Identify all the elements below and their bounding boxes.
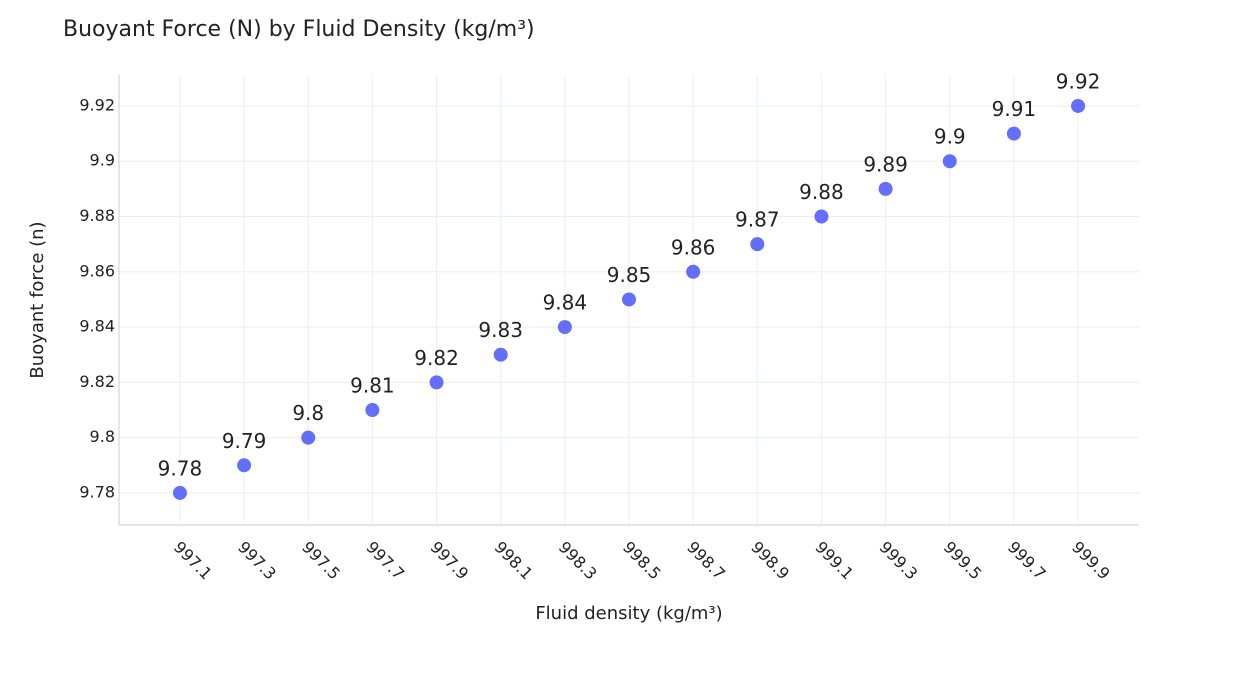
data-label: 9.87 [735, 208, 780, 232]
data-label: 9.86 [671, 235, 716, 259]
x-tick-label: 999.9 [1068, 538, 1114, 584]
point [557, 320, 572, 335]
point [814, 209, 829, 224]
x-tick-label: 999.5 [940, 538, 986, 584]
x-tick-label: 997.9 [427, 538, 473, 584]
x-tick-label: 997.7 [362, 538, 408, 584]
y-axis-title: Buoyant force (n) [27, 221, 48, 378]
y-tick-label: 9.9 [90, 151, 115, 170]
x-tick-label: 999.3 [876, 538, 922, 584]
data-label: 9.88 [799, 180, 844, 204]
x-tick-label: 998.7 [683, 538, 729, 584]
point [878, 181, 893, 196]
y-tick-label: 9.92 [79, 95, 115, 114]
point [172, 485, 187, 500]
data-label: 9.81 [350, 374, 395, 398]
point [1006, 126, 1021, 141]
grid [119, 75, 1139, 525]
data-label: 9.85 [607, 263, 652, 287]
y-tick-label: 9.78 [79, 482, 115, 501]
y-tick-label: 9.82 [79, 372, 115, 391]
x-tick-label: 998.1 [491, 538, 537, 584]
point [429, 375, 444, 390]
data-label: 9.8 [292, 401, 324, 425]
x-tick-label: 998.5 [619, 538, 665, 584]
y-tick-label: 9.86 [79, 261, 115, 280]
point [301, 430, 316, 445]
x-tick-label: 999.7 [1004, 538, 1050, 584]
x-tick-label: 997.1 [170, 538, 216, 584]
data-label: 9.91 [992, 97, 1037, 121]
point [942, 154, 957, 169]
chart-title: Buoyant Force (N) by Fluid Density (kg/m… [63, 17, 535, 42]
data-label: 9.82 [414, 346, 459, 370]
point [493, 347, 508, 362]
point [622, 292, 636, 307]
x-tick-label: 997.5 [298, 538, 344, 584]
point [686, 264, 701, 279]
data-label: 9.84 [543, 291, 588, 315]
y-tick-label: 9.84 [79, 317, 115, 336]
data-label: 9.9 [934, 125, 966, 149]
point [237, 458, 252, 473]
point [750, 237, 765, 252]
x-tick-label: 998.9 [747, 538, 793, 584]
marks: 9.78 9.79 9.8 9.81 9.82 9.83 9.84 9.85 9.86 9.87 9… [158, 69, 1101, 500]
data-label: 9.89 [863, 152, 908, 176]
data-label: 9.92 [1056, 69, 1101, 93]
x-tick-label: 999.1 [811, 538, 857, 584]
x-tick-label: 998.3 [555, 538, 601, 584]
y-tick-label: 9.88 [79, 206, 115, 225]
data-label: 9.78 [158, 456, 203, 480]
x-tick-label: 997.3 [234, 538, 280, 584]
point [365, 403, 380, 418]
data-label: 9.83 [478, 318, 523, 342]
point [1071, 98, 1086, 113]
y-tick-label: 9.8 [90, 427, 115, 446]
data-label: 9.79 [222, 429, 267, 453]
x-axis-title: Fluid density (kg/m³) [535, 603, 722, 624]
